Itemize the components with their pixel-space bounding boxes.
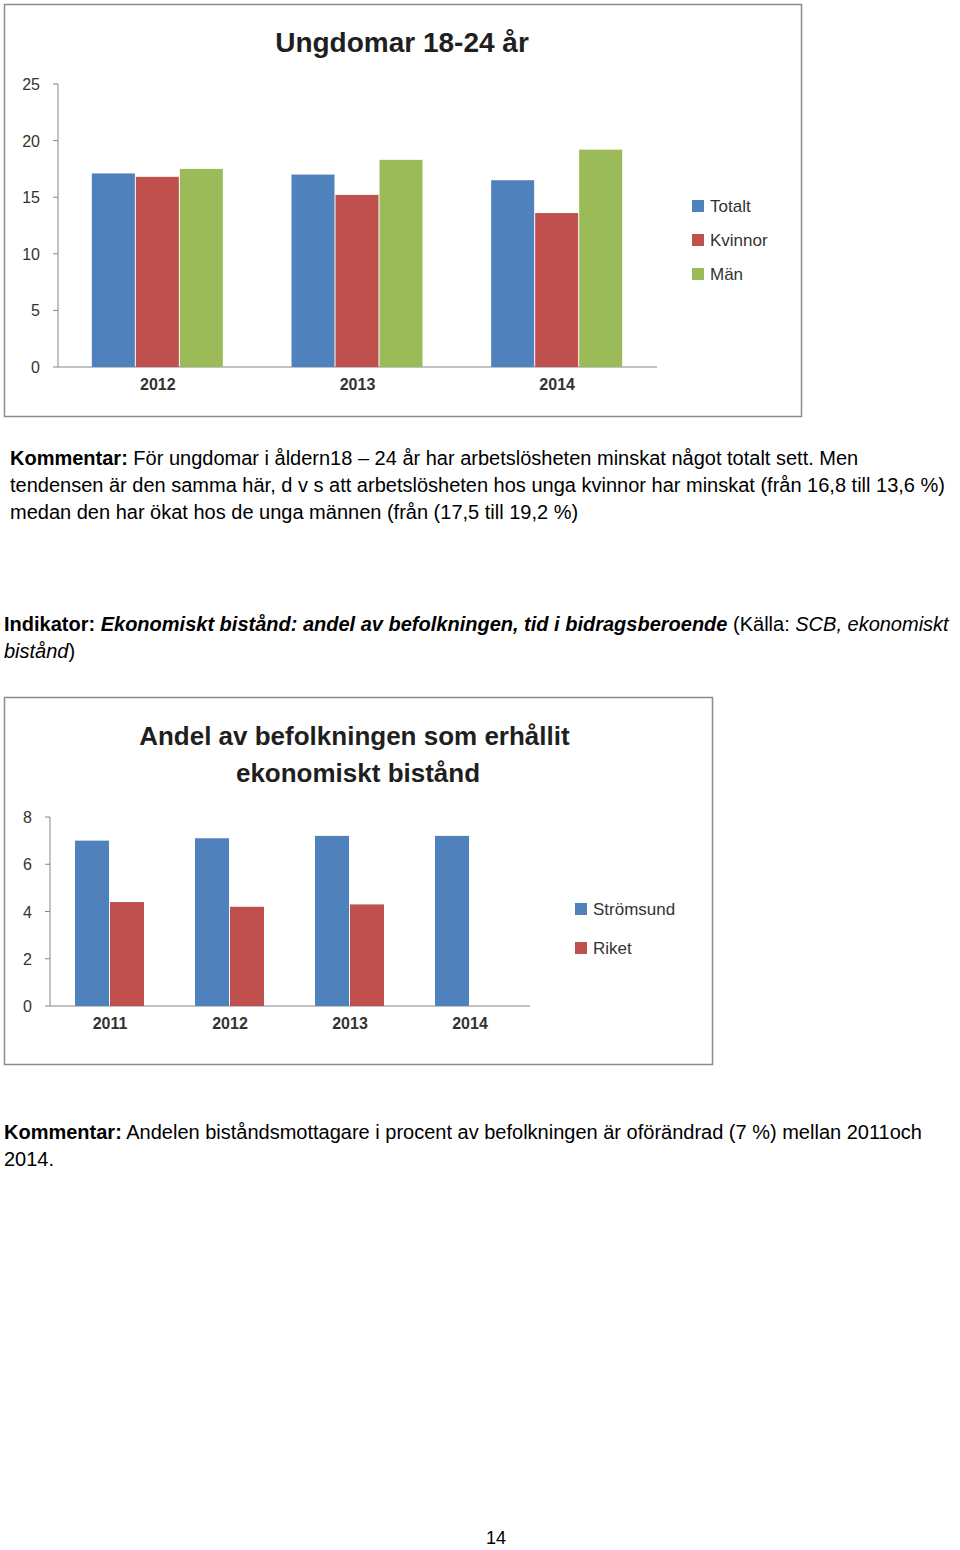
legend-swatch — [575, 942, 587, 954]
text-run: Kommentar: — [10, 447, 128, 469]
y-tick — [45, 1006, 50, 1007]
text-run: Ekonomiskt bistånd: andel av befolkninge… — [101, 613, 728, 635]
bar — [75, 841, 109, 1006]
bar — [110, 902, 144, 1006]
chart: Andel av befolkningen som erhållit ekono… — [5, 698, 713, 1065]
bars — [92, 150, 622, 367]
text-run: För ungdomar i åldern18 – 24 år har arbe… — [10, 447, 945, 523]
y-tick — [53, 197, 58, 198]
y-tick-label: 4 — [23, 904, 32, 921]
bars — [75, 836, 469, 1006]
page-number: 14 — [486, 1528, 506, 1549]
legend-swatch — [692, 234, 704, 246]
y-tick-label: 0 — [23, 998, 32, 1015]
chart-title: Ungdomar 18-24 år — [275, 27, 529, 58]
bar — [92, 173, 135, 367]
paragraph: Kommentar: För ungdomar i åldern18 – 24 … — [10, 445, 945, 526]
text-run: Indikator: — [4, 613, 95, 635]
bar — [435, 836, 469, 1006]
bar — [230, 907, 264, 1006]
legend-swatch — [692, 268, 704, 280]
y-tick-label: 0 — [31, 359, 40, 376]
bar — [180, 169, 223, 367]
x-tick-label: 2013 — [340, 376, 376, 393]
page-canvas: Ungdomar 18-24 år0510152025201220132014T… — [0, 0, 960, 1550]
bar — [136, 177, 179, 367]
y-axis-line — [58, 84, 59, 367]
legend-label: Kvinnor — [710, 231, 768, 250]
bar — [350, 904, 384, 1006]
x-tick-label: 2014 — [539, 376, 575, 393]
x-tick-label: 2012 — [212, 1015, 248, 1032]
bar — [292, 175, 335, 367]
chart-frame — [5, 698, 713, 1065]
x-tick-label: 2013 — [332, 1015, 368, 1032]
chart: Ungdomar 18-24 år 0 5 10 15 20 25 2012 2013 2014 T… — [5, 5, 802, 417]
chart-frame — [5, 5, 802, 417]
y-tick-label: 2 — [23, 951, 32, 968]
paragraph: Kommentar: Andelen biståndsmottagare i p… — [4, 1119, 954, 1173]
paragraph: Indikator: Ekonomiskt bistånd: andel av … — [4, 611, 959, 665]
y-tick — [53, 253, 58, 254]
y-tick — [45, 911, 50, 912]
legend-label: Strömsund — [593, 900, 675, 919]
y-tick — [53, 140, 58, 141]
legend-swatch — [692, 200, 704, 212]
y-tick-label: 25 — [22, 76, 40, 93]
text-run: (Källa: — [727, 613, 795, 635]
legend-label: Totalt — [710, 197, 751, 216]
y-tick-label: 15 — [22, 189, 40, 206]
bar — [315, 836, 349, 1006]
y-tick-label: 20 — [22, 133, 40, 150]
bar — [336, 195, 379, 367]
y-tick-label: 5 — [31, 302, 40, 319]
text-run: ) — [69, 640, 76, 662]
text-run: Kommentar: — [4, 1121, 122, 1143]
y-tick-label: 10 — [22, 246, 40, 263]
y-tick — [45, 958, 50, 959]
text-run: Andelen biståndsmottagare i procent av b… — [4, 1121, 922, 1170]
bar — [195, 838, 229, 1006]
x-tick-label: 2011 — [93, 1015, 128, 1032]
y-tick — [45, 864, 50, 865]
y-tick-label: 6 — [23, 856, 32, 873]
bar — [380, 160, 423, 367]
y-tick — [45, 817, 50, 818]
y-tick — [53, 367, 58, 368]
y-tick-label: 8 — [23, 809, 32, 826]
x-tick-label: 2012 — [140, 376, 176, 393]
legend-label: Riket — [593, 939, 632, 958]
y-tick — [53, 310, 58, 311]
bar — [579, 150, 622, 367]
bar — [491, 180, 534, 367]
y-tick — [53, 84, 58, 85]
text-run — [95, 613, 101, 635]
chart-title: Andel av befolkningen som erhållit ekono… — [139, 721, 577, 788]
bar — [535, 213, 578, 367]
x-tick-label: 2014 — [452, 1015, 488, 1032]
legend-label: Män — [710, 265, 743, 284]
legend-swatch — [575, 903, 587, 915]
